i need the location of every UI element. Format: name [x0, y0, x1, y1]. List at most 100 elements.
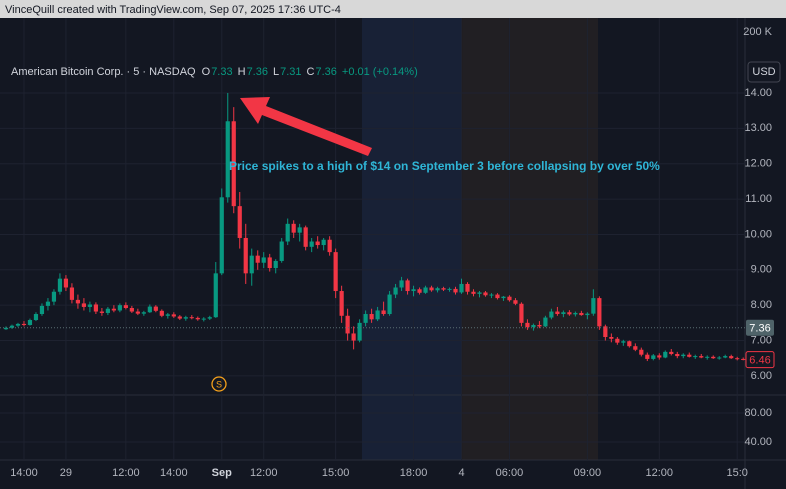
candle-body [597, 298, 602, 327]
legend-key: L [273, 66, 279, 78]
y-tick-label: 11.00 [745, 193, 772, 205]
header-text: VinceQuill created with TradingView.com,… [5, 4, 341, 16]
candle-body [273, 260, 278, 269]
candle-body [147, 306, 152, 313]
y-tick-label: 10.00 [744, 228, 772, 240]
candle-body [717, 357, 722, 359]
y-tick-label: 8.00 [751, 299, 772, 311]
candle-body [663, 351, 668, 358]
candle-body [183, 317, 188, 319]
candle-body [279, 241, 284, 261]
candle-body [669, 351, 674, 354]
candle-body [681, 354, 686, 357]
candle-body [69, 287, 75, 300]
candle-body [135, 311, 140, 314]
candle-body [111, 308, 116, 311]
x-tick-label: 14:00 [10, 467, 38, 479]
currency: USD [752, 66, 775, 78]
candle-body [375, 310, 380, 320]
candle-body [237, 206, 242, 238]
candle-body [687, 354, 692, 357]
candle-body [15, 323, 21, 326]
candle-body [381, 310, 386, 315]
legend-value: 7.31 [280, 66, 301, 78]
candle-body [213, 273, 218, 318]
x-tick-label: 09:00 [574, 467, 602, 479]
candle-body [363, 314, 368, 323]
header-bar [0, 0, 786, 18]
x-tick-label: 15:0 [726, 467, 747, 479]
candle-body [129, 308, 134, 312]
candle-body [57, 278, 63, 292]
candle-body [99, 311, 104, 313]
candle-body [441, 288, 446, 290]
candle-body [483, 292, 488, 296]
candle-body [615, 338, 620, 343]
candle-body [453, 288, 458, 293]
candle-body [435, 288, 440, 291]
candle-body [357, 322, 362, 341]
candle-body [327, 239, 332, 253]
candle-body [645, 354, 650, 359]
candle-body [291, 223, 296, 233]
candle-body [93, 304, 98, 312]
candle-body [219, 197, 224, 274]
legend-value: 7.36 [247, 66, 268, 78]
candle-body [225, 121, 230, 198]
candle-body [459, 283, 464, 293]
candle-body [711, 356, 716, 359]
x-tick-label: 15:00 [322, 467, 350, 479]
candle-body [195, 317, 200, 320]
candle-body [27, 320, 33, 325]
currency-box [747, 61, 781, 83]
candle-body [729, 356, 734, 359]
event-marker: S [216, 379, 222, 389]
x-tick-label: 12:00 [646, 467, 674, 479]
candles [3, 92, 746, 362]
x-tick-label: 12:00 [250, 467, 278, 479]
candle-body [153, 306, 158, 311]
last-price-box [745, 351, 775, 369]
grid [0, 18, 745, 460]
volume-scale-label: 200 K [743, 26, 772, 38]
candle-body [81, 303, 87, 307]
candle-body [489, 294, 494, 296]
candle-body [579, 312, 584, 316]
legend-value: 7.33 [211, 66, 232, 78]
annotation-arrow [240, 97, 372, 156]
annotation: Price spikes to a high of $14 on Septemb… [229, 159, 660, 173]
candle-body [591, 298, 596, 314]
candle-body [471, 291, 476, 294]
y-tick-label: 13.00 [744, 122, 772, 134]
candle-body [87, 304, 93, 307]
legend-key: O [202, 66, 211, 78]
candle-body [405, 280, 410, 292]
candle-body [513, 300, 518, 304]
postmarket-session [461, 18, 598, 460]
event-marker-circle [211, 376, 227, 392]
legend: American Bitcoin Corp. · 5 · NASDAQ O 7.33… [11, 66, 418, 78]
candle-body [393, 287, 398, 295]
candle-body [345, 315, 350, 334]
candle-body [207, 317, 212, 319]
candle-body [705, 356, 710, 358]
candle-body [585, 313, 590, 316]
candle-body [675, 353, 680, 357]
candle-body [285, 223, 290, 242]
y-tick-label: 7.00 [751, 334, 772, 346]
legend-key: C [307, 66, 315, 78]
candle-body [465, 283, 470, 292]
candle-body [123, 305, 128, 308]
candle-body [45, 301, 51, 306]
x-tick-label: 14:00 [160, 467, 188, 479]
premarket-session [362, 18, 461, 460]
candle-body [177, 316, 182, 319]
x-tick-label: 12:00 [112, 467, 140, 479]
candle-body [651, 355, 656, 359]
candle-body [105, 308, 110, 313]
x-tick-label: 4 [458, 467, 464, 479]
y-tick-label: 9.00 [751, 264, 772, 276]
candle-body [171, 314, 176, 317]
